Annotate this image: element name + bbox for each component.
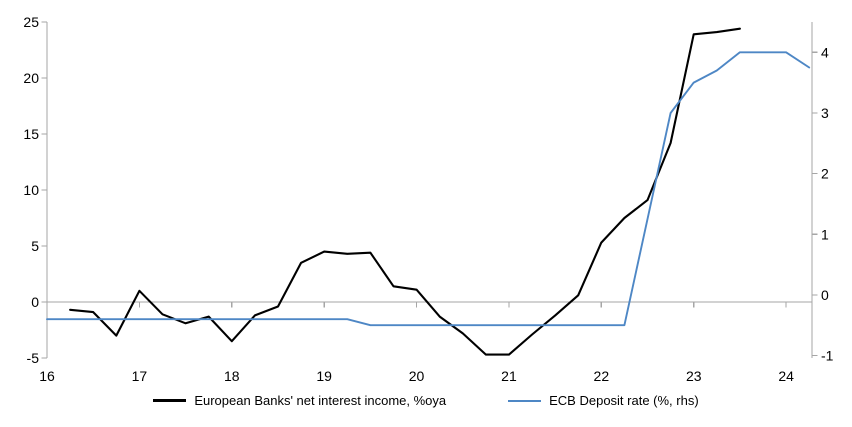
left-axis-labels: 25 20 15 10 5 0 -5 <box>23 14 39 366</box>
ecb-line-sample-icon <box>508 399 542 402</box>
x-axis-tick-label: 20 <box>409 368 425 384</box>
x-axis-tick-label: 17 <box>132 368 148 384</box>
left-axis-tick-label: 0 <box>31 294 39 310</box>
x-axis-tick-label: 24 <box>778 368 794 384</box>
right-axis-labels: 4 3 2 1 0 -1 <box>821 44 834 363</box>
x-axis-tick-label: 22 <box>594 368 610 384</box>
x-axis-tick-label: 23 <box>686 368 702 384</box>
right-axis-tick-label: 0 <box>821 287 829 303</box>
left-axis-tick-label: 15 <box>23 126 39 142</box>
left-axis-tick-label: 20 <box>23 70 39 86</box>
x-axis-tick-label: 18 <box>224 368 240 384</box>
legend-label-ecb: ECB Deposit rate (%, rhs) <box>549 393 699 408</box>
right-axis-tick-label: 2 <box>821 166 829 182</box>
x-axis-labels: 16 17 18 19 20 21 22 23 24 <box>39 368 794 384</box>
right-axis-tick-label: 1 <box>821 226 829 242</box>
legend-item-nii: European Banks' net interest income, %oy… <box>153 393 446 408</box>
right-axis-tick-label: 4 <box>821 44 829 60</box>
right-axis-tick-label: 3 <box>821 105 829 121</box>
left-axis <box>41 21 48 359</box>
left-axis-tick-label: 25 <box>23 14 39 30</box>
left-axis-tick-label: 10 <box>23 182 39 198</box>
x-axis-tick-label: 16 <box>39 368 55 384</box>
left-axis-tick-label: 5 <box>31 238 39 254</box>
nii-series-line <box>69 27 741 356</box>
chart-legend: European Banks' net interest income, %oy… <box>0 393 852 408</box>
legend-label-nii: European Banks' net interest income, %oy… <box>194 393 447 408</box>
right-axis <box>811 22 818 358</box>
ecb-series-line <box>46 51 811 327</box>
zero-baseline <box>46 301 812 308</box>
right-axis-tick-label: -1 <box>821 348 834 364</box>
legend-item-ecb: ECB Deposit rate (%, rhs) <box>508 393 699 408</box>
nii-line-sample-icon <box>153 399 187 402</box>
left-axis-tick-label: -5 <box>27 350 40 366</box>
x-axis-tick-label: 21 <box>501 368 517 384</box>
x-axis-tick-label: 19 <box>316 368 332 384</box>
